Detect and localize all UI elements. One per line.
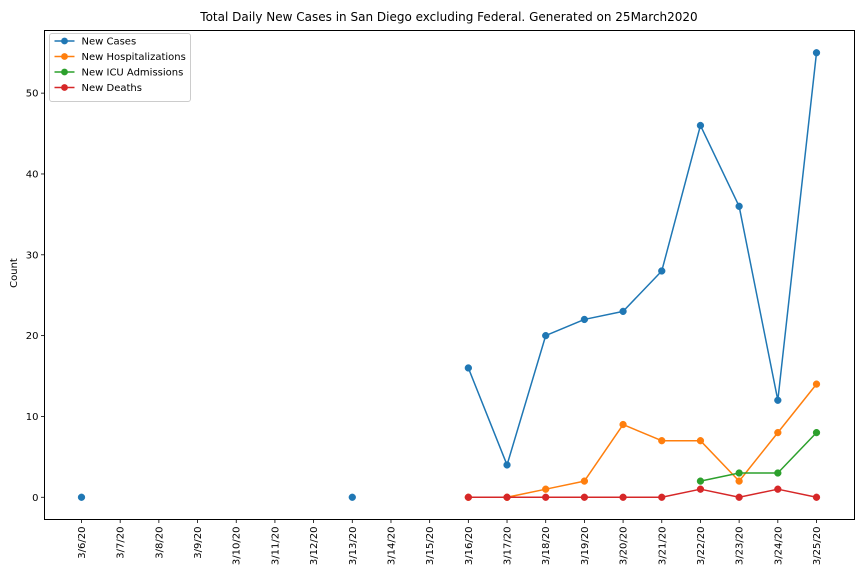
series-line-new-icu-admissions [700, 432, 818, 482]
series-new-deaths [464, 485, 821, 501]
legend-marker [61, 53, 68, 60]
legend-item-new-deaths: New Deaths [54, 83, 142, 94]
x-tick-label: 3/25/20 [812, 527, 823, 566]
data-point [774, 485, 782, 493]
data-point [77, 493, 86, 501]
legend-marker [61, 37, 68, 45]
legend-item-new-icu-admissions: New ICU Admissions [54, 68, 184, 79]
legend-label: New Deaths [82, 83, 142, 94]
legend-box [49, 33, 191, 102]
data-point [735, 202, 743, 210]
data-point [658, 493, 666, 501]
x-tick-label: 3/18/20 [541, 527, 552, 566]
data-point [580, 477, 589, 485]
data-point [619, 493, 627, 501]
y-tick-label: 50 [26, 89, 39, 100]
data-point [348, 493, 356, 501]
chart-title: Total Daily New Cases in San Diego exclu… [199, 10, 697, 24]
data-point [812, 493, 821, 501]
data-point [696, 485, 705, 493]
x-tick-label: 3/7/20 [116, 527, 127, 559]
x-tick-label: 3/19/20 [580, 527, 591, 566]
data-point [542, 331, 550, 340]
legend-marker [61, 84, 68, 91]
x-tick-label: 3/9/20 [193, 527, 204, 559]
x-tick-label: 3/8/20 [154, 527, 165, 559]
x-tick-label: 3/16/20 [464, 527, 475, 566]
y-tick-label: 10 [26, 412, 39, 423]
data-point [735, 477, 743, 485]
x-tick-label: 3/23/20 [735, 527, 746, 566]
legend-label: New Hospitalizations [82, 52, 186, 63]
data-point [812, 49, 821, 57]
series-new-hospitalizations [464, 380, 821, 501]
data-point [812, 380, 821, 388]
legend-marker [61, 68, 68, 76]
x-tick-label: 3/10/20 [232, 527, 243, 566]
data-point [580, 315, 589, 324]
x-tick-label: 3/17/20 [503, 527, 514, 566]
x-tick-label: 3/21/20 [657, 527, 668, 566]
data-point [464, 364, 472, 372]
x-tick-label: 3/14/20 [386, 527, 397, 566]
series-new-cases [77, 49, 821, 501]
x-tick-label: 3/13/20 [348, 527, 359, 566]
legend-item-new-hospitalizations: New Hospitalizations [54, 52, 186, 63]
axes: 0 10 20 30 40 50 3/6/20 3/7/20 3/8/20 3/9/20 3/10/… [26, 89, 823, 565]
data-point [619, 420, 627, 429]
data-point [774, 396, 782, 404]
data-point [658, 437, 666, 445]
data-point [464, 493, 472, 501]
x-tick-label: 3/15/20 [425, 527, 436, 566]
data-point [735, 469, 743, 477]
plot-area [77, 49, 821, 501]
legend-label: New Cases [82, 37, 137, 48]
data-point [542, 493, 550, 501]
legend-label: New ICU Admissions [82, 68, 184, 79]
data-point [735, 493, 743, 501]
y-tick-label: 30 [26, 250, 39, 261]
x-tick-label: 3/12/20 [309, 527, 320, 566]
data-point [619, 307, 627, 316]
data-point [542, 485, 550, 493]
series-line-new-deaths [468, 488, 817, 499]
data-point [812, 428, 821, 437]
data-point [696, 437, 705, 445]
data-point [503, 493, 511, 501]
axes-frame [44, 30, 855, 520]
legend-item-new-cases: New Cases [54, 37, 137, 48]
x-tick-label: 3/20/20 [619, 527, 630, 566]
data-point [696, 477, 705, 485]
data-point [503, 461, 511, 469]
series-line-new-cases [467, 52, 818, 466]
legend: New Cases New Hospitalizations New ICU Adm… [49, 33, 191, 102]
series-new-icu-admissions [696, 428, 821, 485]
data-point [774, 469, 782, 477]
y-axis-label-group: Count [9, 258, 20, 288]
y-tick-label: 40 [26, 169, 39, 180]
x-tick-label: 3/6/20 [77, 527, 88, 559]
data-point [696, 121, 705, 130]
y-tick-label: 20 [26, 331, 39, 342]
x-tick-label: 3/24/20 [773, 527, 784, 566]
data-point [658, 267, 666, 275]
data-point [580, 493, 589, 501]
y-axis-label: Count [9, 258, 20, 288]
x-tick-label: 3/22/20 [696, 527, 707, 566]
x-tick-label: 3/11/20 [270, 527, 281, 566]
data-point [774, 428, 782, 437]
y-tick-label: 0 [32, 493, 38, 504]
series-line-new-hospitalizations [468, 383, 818, 499]
